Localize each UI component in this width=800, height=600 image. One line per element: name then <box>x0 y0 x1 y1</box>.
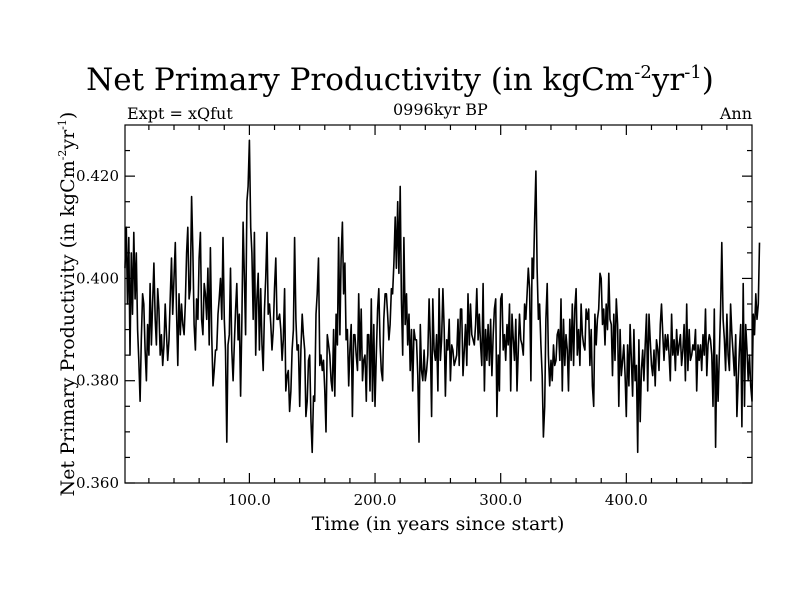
period-label: 0996kyr BP <box>393 100 488 119</box>
y-tick-label: 0.360 <box>76 474 119 492</box>
season-label: Ann <box>719 104 752 123</box>
plot-frame <box>124 124 753 484</box>
x-tick-label: 100.0 <box>228 491 271 509</box>
y-tick-label: 0.400 <box>76 269 119 287</box>
x-tick-label: 200.0 <box>354 491 397 509</box>
y-axis-label: Net Primary Productivity (in kgCm-2yr-1) <box>56 112 79 497</box>
x-tick-label: 400.0 <box>605 491 648 509</box>
x-tick-label: 300.0 <box>479 491 522 509</box>
y-tick-label: 0.420 <box>76 167 119 185</box>
x-axis-label: Time (in years since start) <box>312 513 565 535</box>
y-tick-label: 0.380 <box>76 372 119 390</box>
series-line <box>124 139 761 454</box>
chart-title: Net Primary Productivity (in kgCm-2yr-1) <box>86 62 714 98</box>
experiment-label: Expt = xQfut <box>127 104 233 123</box>
